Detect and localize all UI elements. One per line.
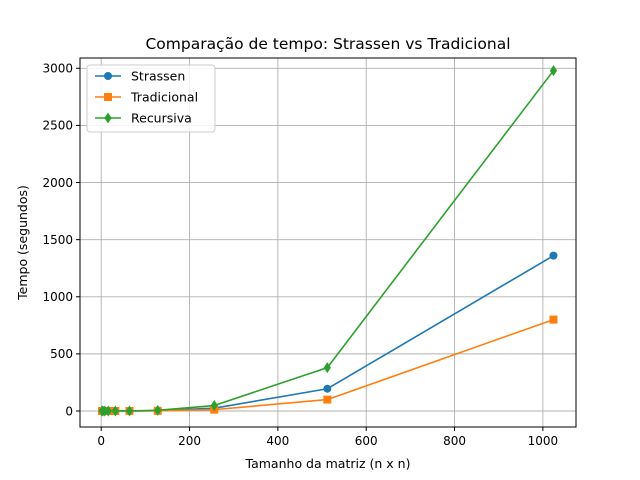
- data-point-tradicional: [549, 315, 558, 324]
- data-point-recursiva: [323, 362, 331, 374]
- data-point-strassen: [323, 384, 332, 393]
- legend-box: [86, 64, 216, 133]
- legend-label-recursiva: Recursiva: [131, 111, 192, 126]
- y-tick-label: 1500: [42, 233, 73, 247]
- data-point-strassen: [549, 251, 558, 260]
- x-axis-label: Tamanho da matriz (n x n): [245, 456, 411, 471]
- data-point-recursiva: [125, 405, 134, 417]
- y-axis-label: Tempo (segundos): [15, 185, 30, 301]
- chart-title: Comparação de tempo: Strassen vs Tradici…: [145, 35, 510, 53]
- y-tick-label: 3000: [42, 62, 73, 76]
- series-recursiva: [98, 65, 558, 417]
- plot-frame: [79, 57, 577, 428]
- legend: Strassen Tradicional Recursiva: [86, 64, 216, 133]
- legend-label-strassen: Strassen: [131, 69, 185, 84]
- x-tick-label: 200: [178, 434, 201, 448]
- legend-marker-tradicional: [104, 93, 112, 101]
- series-group: [98, 65, 558, 417]
- x-tick-label: 800: [443, 434, 466, 448]
- x-tick-label: 600: [355, 434, 378, 448]
- y-tick-label: 2000: [42, 176, 73, 190]
- x-tick-label: 0: [97, 434, 105, 448]
- legend-label-tradicional: Tradicional: [130, 90, 198, 105]
- data-point-recursiva: [210, 400, 218, 412]
- x-tick-label: 400: [266, 434, 289, 448]
- data-point-recursiva: [111, 405, 119, 417]
- grid-lines: [80, 58, 576, 427]
- x-tick-label: 1000: [528, 434, 559, 448]
- legend-marker-strassen: [104, 72, 112, 80]
- y-tick-label: 0: [65, 404, 73, 418]
- y-tick-label: 1000: [42, 290, 73, 304]
- y-tick-label: 2500: [42, 119, 73, 133]
- data-point-recursiva: [154, 404, 162, 416]
- legend-marker-recursiva: [104, 112, 112, 124]
- y-tick-label: 500: [50, 347, 73, 361]
- data-point-recursiva: [549, 65, 558, 77]
- axis-ticks: 0 200 400 600 800 1000 0 500 1000 1500 2000 2500 300…: [42, 62, 558, 448]
- data-point-tradicional: [323, 395, 332, 404]
- data-point-recursiva: [104, 405, 112, 417]
